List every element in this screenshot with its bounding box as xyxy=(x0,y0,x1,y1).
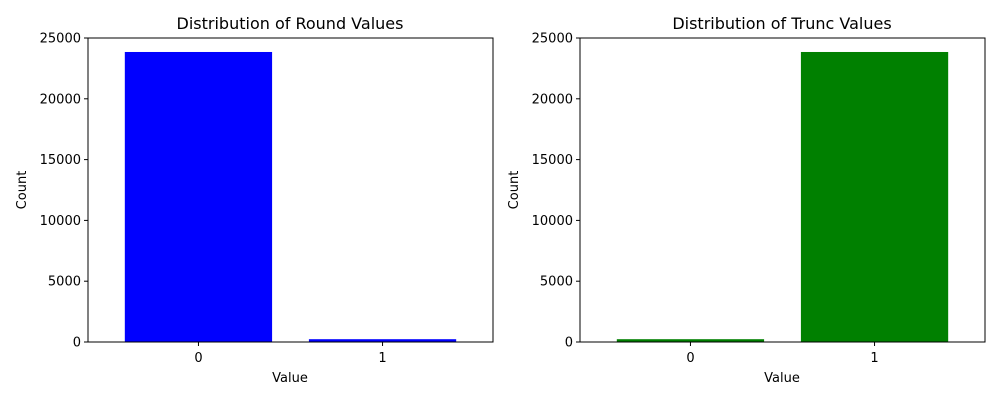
x-tick-label: 0 xyxy=(686,351,694,366)
plot-frame xyxy=(87,37,494,343)
x-tick-label: 0 xyxy=(194,351,202,366)
y-tick-label: 10000 xyxy=(40,214,81,229)
y-tick-label: 0 xyxy=(565,336,573,351)
y-axis-label: Count xyxy=(15,171,30,210)
y-tick-label: 5000 xyxy=(540,275,573,290)
bar-0 xyxy=(616,339,765,342)
y-tick-label: 25000 xyxy=(532,32,573,47)
y-tick-label: 25000 xyxy=(40,32,81,47)
x-axis-label: Value xyxy=(764,371,800,386)
chart-trunc-values: Distribution of Trunc Values Value Count… xyxy=(507,14,986,386)
bar-0 xyxy=(124,51,273,342)
x-tick-label: 1 xyxy=(378,351,386,366)
bar-1 xyxy=(800,51,949,342)
chart-title: Distribution of Trunc Values xyxy=(672,14,891,33)
chart-round-values: Distribution of Round Values Value Count… xyxy=(15,14,494,386)
y-tick-label: 0 xyxy=(73,336,81,351)
y-tick-label: 5000 xyxy=(48,275,81,290)
chart-title: Distribution of Round Values xyxy=(177,14,404,33)
y-axis-label: Count xyxy=(507,171,522,210)
y-tick-label: 20000 xyxy=(40,92,81,107)
bar-1 xyxy=(308,339,457,342)
y-tick-label: 15000 xyxy=(40,153,81,168)
y-tick-label: 10000 xyxy=(532,214,573,229)
y-tick-label: 20000 xyxy=(532,92,573,107)
y-tick-label: 15000 xyxy=(532,153,573,168)
x-axis-label: Value xyxy=(272,371,308,386)
x-tick-label: 1 xyxy=(870,351,878,366)
plot-frame xyxy=(579,37,986,343)
